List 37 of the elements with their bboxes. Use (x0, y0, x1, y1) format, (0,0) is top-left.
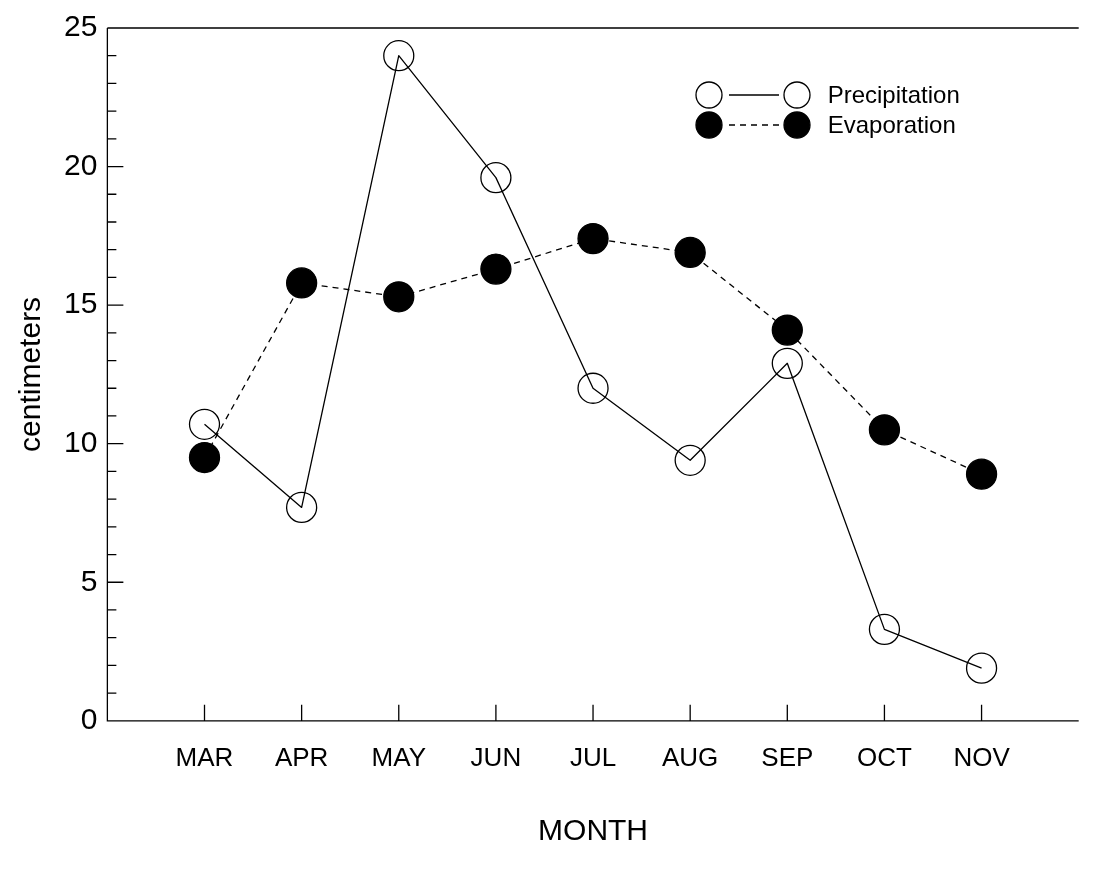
point (868, 414, 901, 446)
y-tick-label: 10 (63, 424, 98, 458)
x-tick-label: JUL (569, 741, 617, 772)
point (674, 236, 706, 269)
point (383, 40, 415, 72)
point (383, 281, 415, 313)
x-tick-label: AUG (662, 741, 719, 772)
point (965, 652, 998, 684)
x-tick-label: APR (274, 741, 329, 772)
point (771, 314, 803, 346)
point (188, 441, 221, 474)
y-axis-title: centimeters (13, 296, 47, 452)
point (674, 444, 706, 476)
y-tick-label: 0 (80, 702, 98, 736)
point (480, 162, 512, 194)
point (868, 613, 901, 645)
x-tick-label: MAR (175, 741, 234, 772)
point (577, 372, 609, 404)
point (480, 253, 512, 285)
y-tick-label: 20 (63, 147, 98, 181)
x-tick-label: MAY (371, 741, 426, 772)
point (965, 458, 998, 490)
x-tick-label: SEP (761, 741, 814, 772)
x-tick-label: OCT (856, 741, 912, 772)
point (577, 222, 609, 255)
y-tick-label: 5 (80, 563, 98, 597)
x-tick-label: JUN (470, 741, 522, 772)
point (285, 491, 318, 524)
point (188, 408, 221, 440)
y-tick-label: 15 (63, 286, 98, 320)
legend-label: Evaporation (827, 111, 956, 139)
point (285, 267, 318, 299)
x-tick-label: NOV (953, 741, 1011, 772)
legend-label: Precipitation (827, 81, 960, 109)
x-axis-title: MONTH (538, 813, 649, 847)
y-tick-label: 25 (63, 9, 98, 43)
point (771, 347, 803, 379)
